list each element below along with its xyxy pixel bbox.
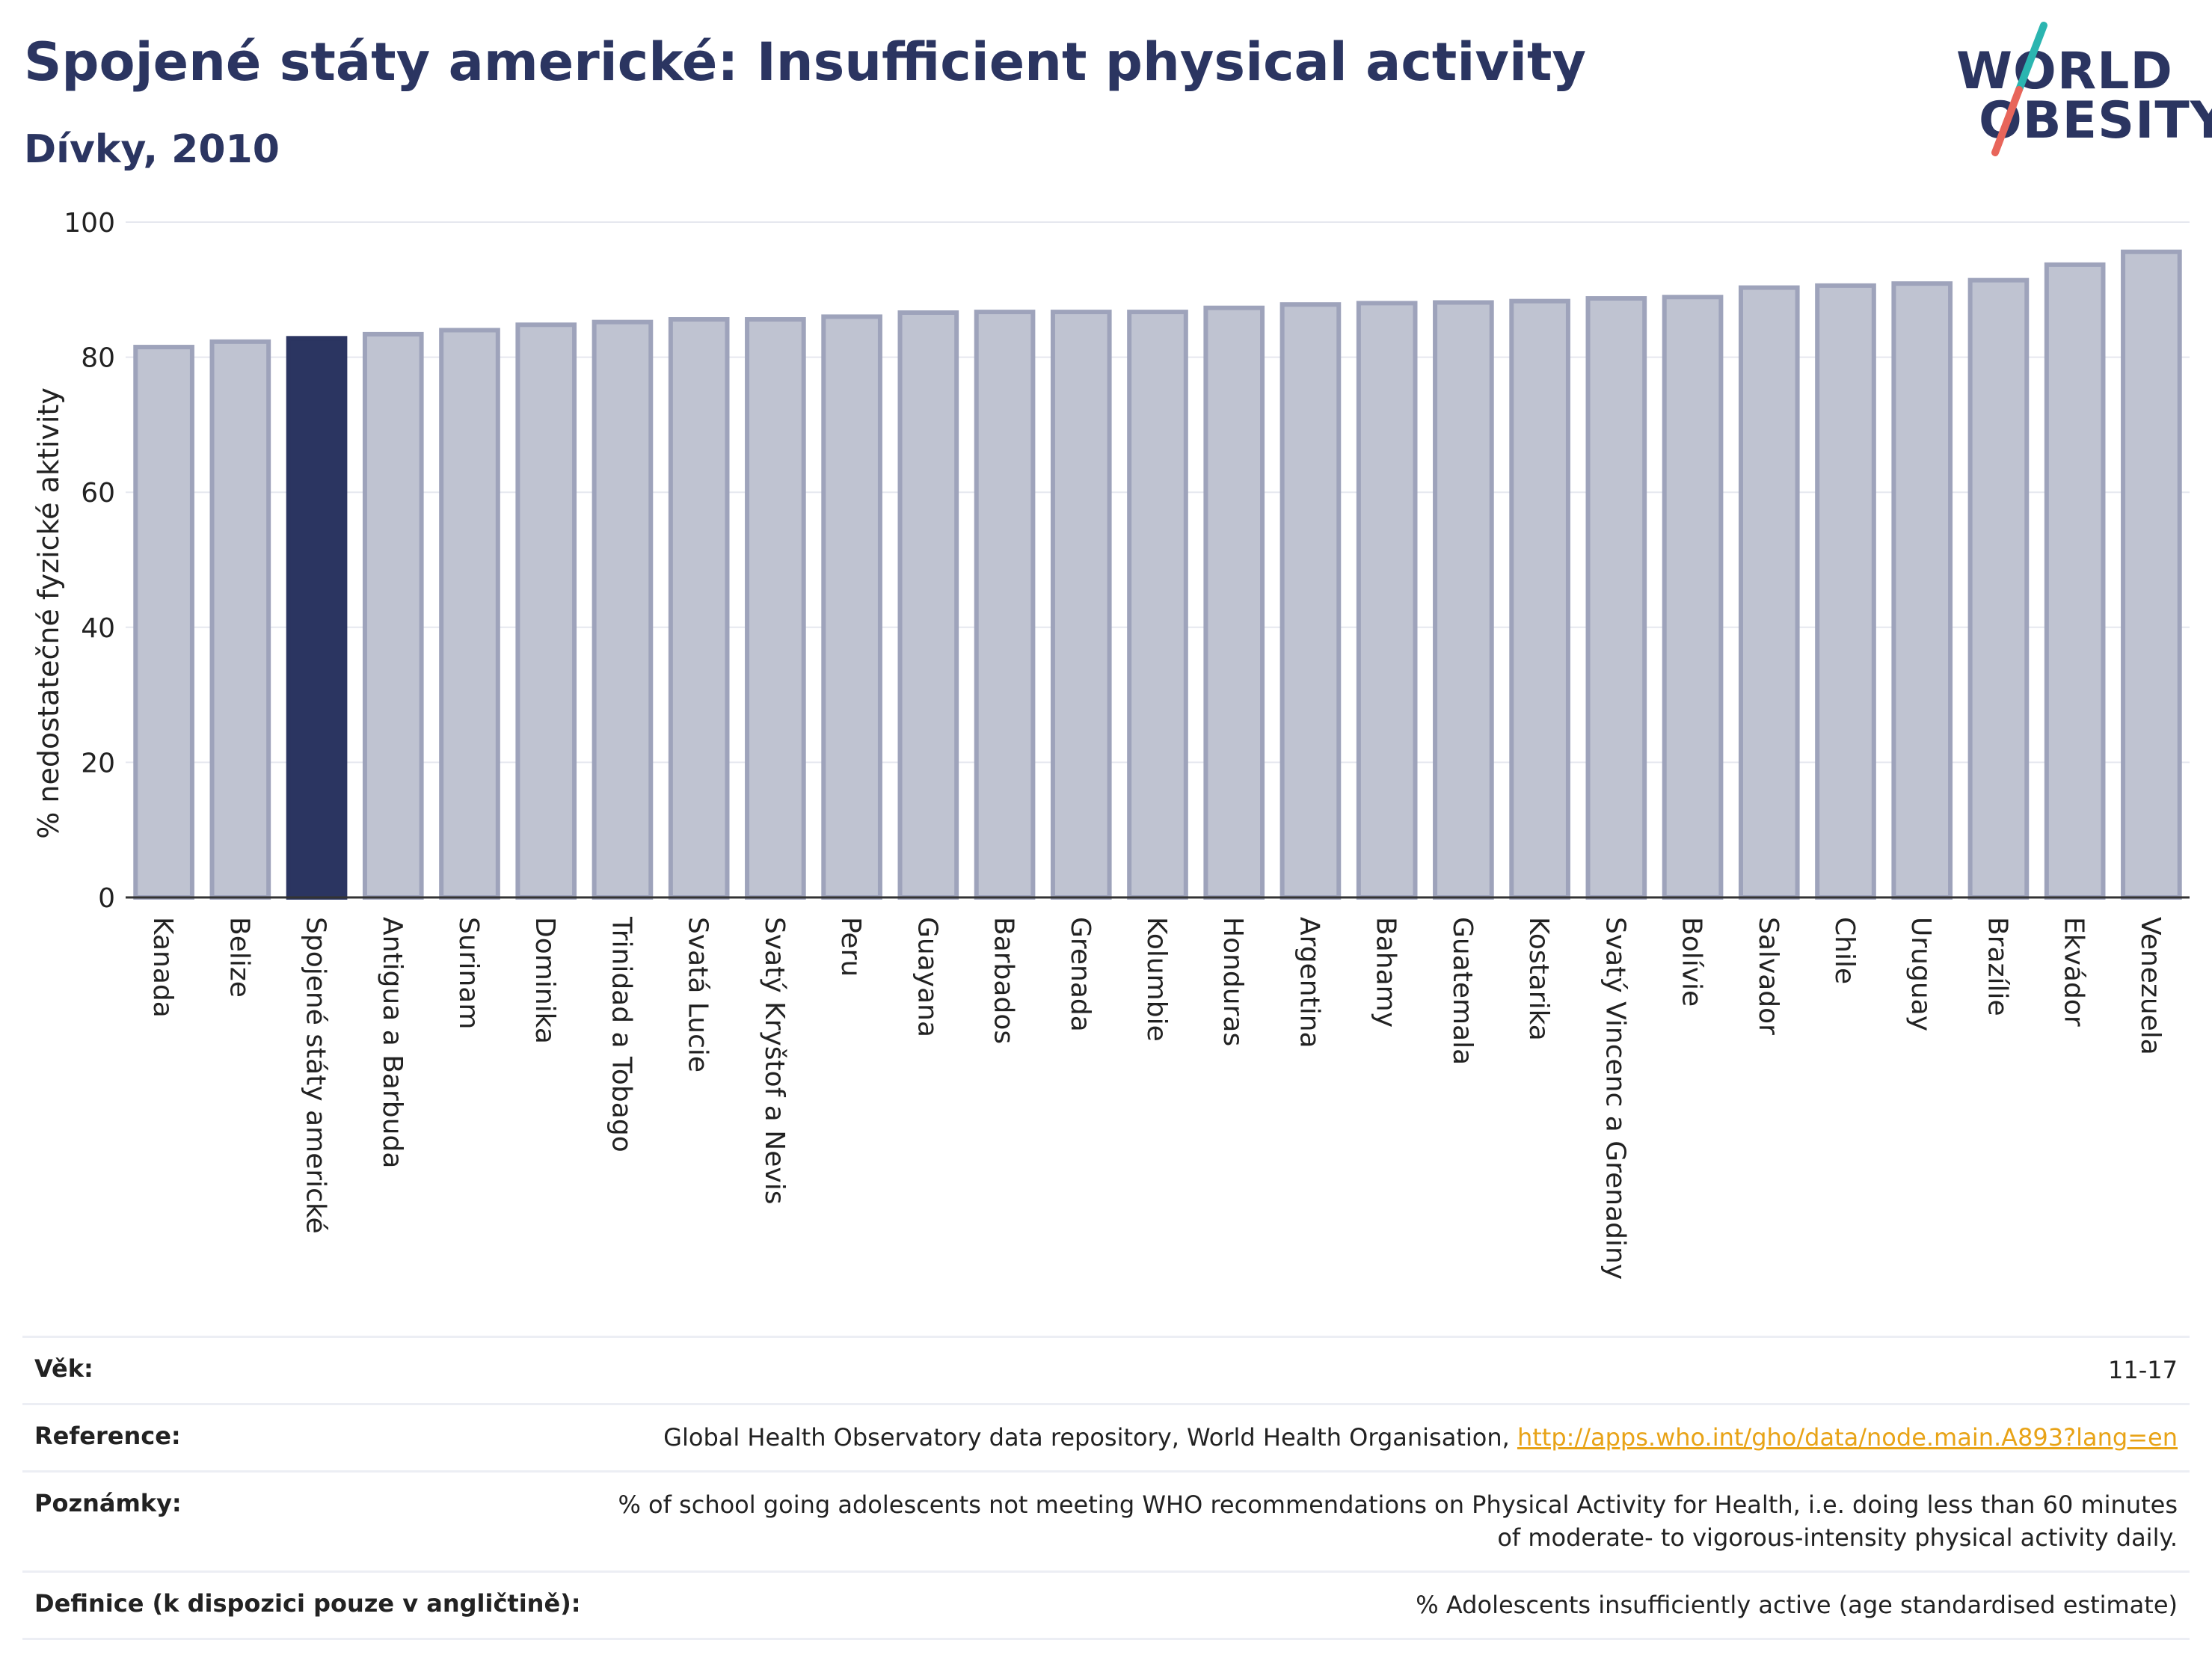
- x-axis-ticks: Kanada Belize Spojené státy americké Antigu…: [147, 916, 2166, 1280]
- x-tick-label: Kostarika: [1523, 917, 1554, 1041]
- chart-subtitle: Dívky, 2010: [24, 127, 280, 172]
- x-tick-label: Surinam: [453, 917, 484, 1029]
- x-tick-label: Svatý Kryštof a Nevis: [759, 917, 790, 1204]
- age-label: Věk:: [34, 1354, 93, 1383]
- x-tick-label: Trinidad a Tobago: [606, 916, 636, 1152]
- notes-value: % of school going adolescents not meetin…: [618, 1490, 2178, 1552]
- x-tick-label: Honduras: [1217, 917, 1248, 1046]
- x-tick-label: Guatemala: [1447, 917, 1478, 1065]
- bar-25: [1967, 277, 2030, 900]
- bar-23: [1815, 283, 1876, 900]
- x-tick-label: Chile: [1829, 917, 1860, 984]
- x-tick-label: Argentina: [1294, 917, 1324, 1048]
- y-tick-label: 0: [98, 883, 115, 914]
- x-tick-label: Ekvádor: [2059, 917, 2089, 1027]
- info-row-definition: Definice (k dispozici pouze v angličtině…: [22, 1570, 2190, 1640]
- bar-5: [439, 328, 500, 900]
- x-tick-label: Venezuela: [2135, 917, 2166, 1055]
- bar-chart: 0 20 40 60 80 100 Kanada Belize Spojené státy a…: [32, 208, 2190, 1280]
- y-axis-label: % nedostatečné fyzické aktivity: [32, 387, 65, 839]
- definition-value: % Adolescents insufficiently active (age…: [1416, 1590, 2178, 1619]
- chart-title: Spojené státy americké: Insufficient phy…: [24, 31, 1587, 93]
- bar-4: [362, 331, 424, 900]
- x-tick-label: Svatý Vincenc a Grenadiny: [1600, 917, 1630, 1280]
- bar-12: [974, 310, 1036, 900]
- age-value: 11-17: [2108, 1356, 2178, 1384]
- bar-10: [821, 314, 882, 900]
- x-tick-label: Antigua a Barbuda: [377, 917, 408, 1168]
- y-tick-label: 100: [64, 208, 115, 239]
- bar-18: [1433, 300, 1494, 900]
- bar-20: [1585, 296, 1647, 900]
- x-tick-label: Salvador: [1753, 917, 1784, 1035]
- bar-16: [1279, 302, 1342, 900]
- bar-6: [515, 322, 577, 900]
- x-tick-label: Guayana: [912, 917, 942, 1037]
- x-tick-label: Spojené státy americké: [301, 917, 331, 1234]
- logo-word-world: WORLD: [1956, 42, 2173, 101]
- y-tick-label: 80: [81, 343, 115, 374]
- bar-15: [1203, 305, 1265, 900]
- bar-14: [1127, 310, 1188, 900]
- bar-8: [668, 317, 730, 900]
- bar-9: [745, 317, 806, 900]
- bar-26: [2044, 262, 2106, 900]
- notes-label: Poznámky:: [34, 1489, 182, 1518]
- reference-text: Global Health Observatory data repositor…: [663, 1423, 1517, 1452]
- x-tick-label: Bolívie: [1677, 917, 1707, 1007]
- bar-2: [209, 339, 271, 900]
- bar-17: [1356, 301, 1418, 900]
- bar-1: [133, 345, 194, 900]
- x-tick-label: Uruguay: [1905, 917, 1936, 1031]
- x-tick-label: Svatá Lucie: [683, 917, 713, 1072]
- bar-11: [897, 310, 959, 900]
- bar-13: [1050, 310, 1112, 900]
- reference-value: Global Health Observatory data repositor…: [663, 1422, 2178, 1454]
- x-tick-label: Grenada: [1065, 917, 1096, 1032]
- x-tick-label: Dominika: [529, 917, 560, 1044]
- bar-21: [1662, 295, 1724, 900]
- bar-19: [1509, 298, 1570, 900]
- y-tick-label: 60: [81, 478, 115, 509]
- reference-label: Reference:: [34, 1422, 181, 1451]
- x-tick-label: Brazílie: [1982, 917, 2012, 1016]
- logo-slash-icon: [1991, 22, 2047, 156]
- bars: [133, 249, 2182, 900]
- bar-22: [1738, 285, 1800, 900]
- info-table: Věk: 11-17 Reference: Global Health Obse…: [22, 1336, 2190, 1640]
- bar-3: [286, 336, 348, 900]
- y-axis-ticks: 0 20 40 60 80 100: [64, 208, 115, 914]
- y-tick-label: 20: [81, 748, 115, 779]
- bar-27: [2121, 249, 2182, 900]
- y-tick-label: 40: [81, 613, 115, 644]
- x-tick-label: Belize: [224, 917, 254, 998]
- x-tick-label: Kanada: [147, 917, 178, 1018]
- info-row-notes: Poznámky: % of school going adolescents …: [22, 1470, 2190, 1570]
- bar-7: [592, 319, 654, 900]
- reference-link[interactable]: http://apps.who.int/gho/data/node.main.A…: [1517, 1423, 2178, 1452]
- bar-24: [1891, 281, 1953, 900]
- x-tick-label: Barbados: [989, 917, 1019, 1044]
- definition-label: Definice (k dispozici pouze v angličtině…: [34, 1588, 581, 1618]
- world-obesity-logo: WORLD OBESITY: [1944, 21, 2212, 163]
- x-tick-label: Bahamy: [1371, 917, 1401, 1028]
- info-row-reference: Reference: Global Health Observatory dat…: [22, 1403, 2190, 1470]
- x-tick-label: Kolumbie: [1141, 917, 1172, 1042]
- x-tick-label: Peru: [835, 917, 866, 977]
- info-row-age: Věk: 11-17: [22, 1336, 2190, 1403]
